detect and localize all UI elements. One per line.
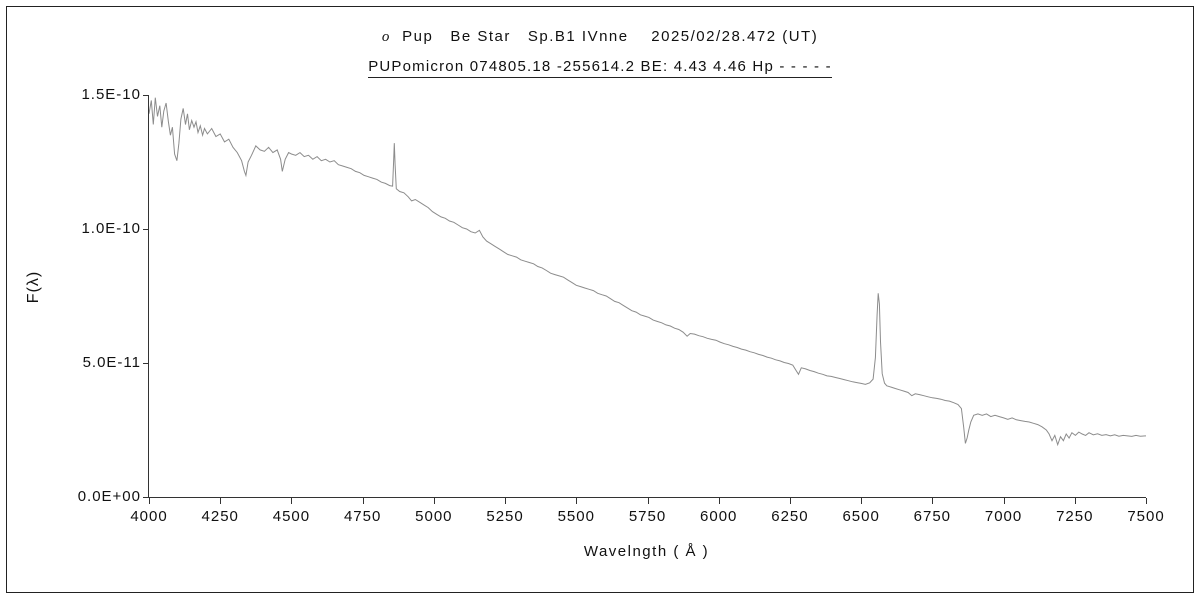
x-tick-label: 4000 [130, 508, 168, 525]
plot-area: 4000 4250 4500 4750 5000 5250 5500 5750 6000 6250… [78, 86, 1164, 525]
chart-subtitle-row: PUPomicron 074805.18 -255614.2 BE: 4.43 … [0, 58, 1200, 78]
x-tick-label: 5500 [557, 508, 595, 525]
y-tick-label: 1.0E-10 [81, 220, 141, 237]
x-tick-mark [718, 498, 720, 504]
x-tick-label: 7500 [1127, 508, 1165, 525]
x-tick-mark [861, 498, 863, 504]
x-tick-mark [149, 498, 150, 504]
spectrum-line [149, 98, 1146, 445]
y-axis-label: F(λ) [25, 270, 43, 304]
x-tick-mark [505, 498, 507, 504]
x-tick-label: 6750 [913, 508, 952, 525]
x-tick-label: 4500 [272, 508, 311, 525]
x-tick-label: 5000 [415, 508, 453, 525]
x-tick-label: 5250 [486, 508, 524, 525]
x-tick-mark [220, 498, 222, 504]
x-tick-label: 6000 [700, 508, 738, 525]
y-tick-mark [143, 497, 149, 498]
x-axis-label: Wavelngth ( Å ) [583, 543, 710, 560]
x-tick-mark [291, 498, 293, 504]
x-tick-mark [362, 498, 364, 504]
chart-title-text: Pup Be Star Sp.B1 IVnne 2025/02/28.472 (… [390, 28, 819, 45]
x-tick-mark [433, 498, 435, 504]
chart-title: o Pup Be Star Sp.B1 IVnne 2025/02/28.472… [0, 28, 1200, 46]
y-tick-label: 0.0E+00 [77, 488, 141, 505]
x-tick-label: 6500 [842, 508, 880, 525]
x-tick-mark [1146, 498, 1147, 504]
x-tick-mark [1003, 498, 1005, 504]
y-tick-mark [143, 363, 149, 364]
x-tick-label: 4250 [201, 508, 239, 525]
x-tick-label: 7000 [984, 508, 1023, 525]
x-tick-mark [647, 498, 649, 504]
y-tick-mark [143, 95, 149, 96]
y-tick-label: 1.5E-10 [81, 86, 141, 103]
star-greek-letter: o [381, 29, 391, 45]
x-tick-label: 6250 [771, 508, 809, 525]
x-tick-label: 5750 [628, 508, 667, 525]
spectrum-svg [149, 95, 1146, 497]
x-tick-mark [1074, 498, 1076, 504]
x-tick-label: 7250 [1056, 508, 1094, 525]
chart-subtitle: PUPomicron 074805.18 -255614.2 BE: 4.43 … [368, 58, 832, 78]
x-tick-label: 4750 [343, 508, 382, 525]
x-tick-mark [789, 498, 791, 504]
x-tick-mark [576, 498, 578, 504]
y-tick-mark [143, 229, 149, 230]
figure-border [6, 6, 1194, 593]
y-tick-label: 5.0E-11 [82, 354, 141, 371]
x-tick-mark [932, 498, 934, 504]
